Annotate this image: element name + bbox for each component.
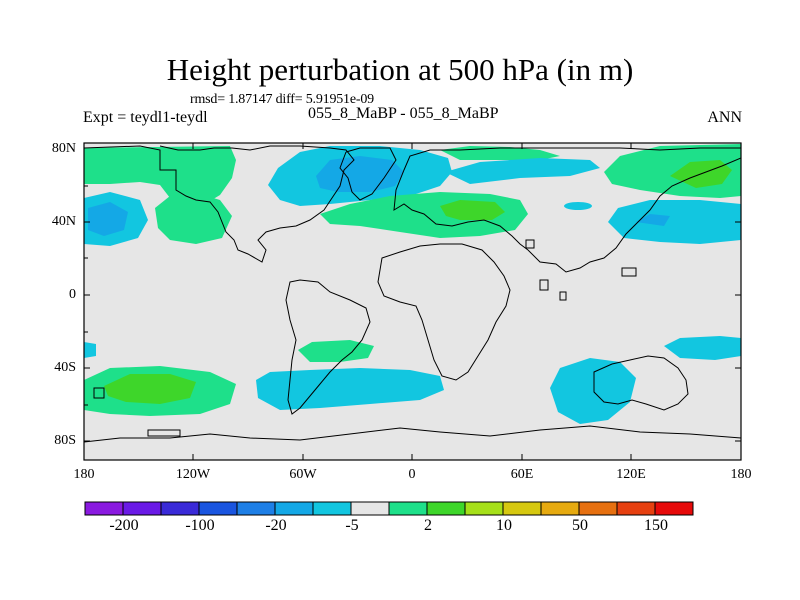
- lat-tick-label: 40S: [54, 360, 76, 375]
- experiment-label: Expt = teydl1-teydl: [83, 109, 208, 126]
- coastline-antarctica: [84, 425, 741, 443]
- negative-anomaly-region: [608, 200, 741, 244]
- negative-anomaly-region: [564, 202, 592, 210]
- colorbar-label: -200: [109, 517, 139, 534]
- lat-tick-label: 80S: [54, 433, 76, 448]
- coastline-north-america: [84, 145, 355, 263]
- plot-title: Height perturbation at 500 hPa (in m): [166, 52, 634, 87]
- colorbar-box: [616, 501, 656, 516]
- positive-anomaly-region: [84, 146, 236, 206]
- colorbar-box: [654, 501, 694, 516]
- rmsd-diff-stats: rmsd= 1.87147 diff= 5.91951e-09: [190, 92, 374, 107]
- colorbar-label: 50: [572, 517, 588, 534]
- positive-anomaly-region: [298, 340, 374, 362]
- colorbar-box: [198, 501, 238, 516]
- negative-anomaly-region: [84, 342, 96, 358]
- negative-anomaly-core: [88, 202, 128, 236]
- colorbar-label: -20: [265, 517, 287, 534]
- lon-tick-label: 180: [730, 467, 752, 482]
- colorbar-box: [464, 501, 504, 516]
- colorbar-label: -5: [345, 517, 359, 534]
- colorbar-box: [160, 501, 200, 516]
- colorbar-box: [312, 501, 352, 516]
- negative-anomaly-region: [445, 158, 600, 184]
- colorbar-box: [502, 501, 542, 516]
- case-label: 055_8_MaBP - 055_8_MaBP: [308, 105, 499, 122]
- lat-tick-label: 80N: [51, 141, 76, 156]
- coastlines: [84, 145, 741, 443]
- positive-anomaly-core: [440, 200, 505, 220]
- colorbar: [84, 501, 694, 516]
- coastline-greenland: [339, 147, 397, 201]
- lat-tick-label: 0: [69, 287, 76, 302]
- contour-field: [84, 144, 741, 424]
- colorbar-box: [236, 501, 276, 516]
- colorbar-box: [540, 501, 580, 516]
- colorbar-box: [426, 501, 466, 516]
- lon-tick-label: 120E: [616, 467, 646, 482]
- lat-tick-label: 40N: [51, 214, 76, 229]
- axis-ticks: [83, 142, 742, 460]
- negative-anomaly-region: [550, 358, 636, 424]
- colorbar-label: -100: [185, 517, 215, 534]
- positive-anomaly-core: [104, 374, 196, 404]
- season-label: ANN: [707, 109, 742, 126]
- colorbar-box: [122, 501, 162, 516]
- colorbar-label: 10: [496, 517, 512, 534]
- negative-anomaly-region: [256, 368, 444, 410]
- coastline-africa: [377, 243, 511, 381]
- colorbar-label: 150: [644, 517, 668, 534]
- negative-anomaly-region: [664, 336, 741, 360]
- negative-anomaly-core: [316, 156, 404, 192]
- lon-tick-label: 120W: [175, 467, 211, 482]
- coastline-south-america: [285, 279, 371, 415]
- coastline-islands: [93, 239, 637, 437]
- colorbar-box: [84, 501, 124, 516]
- negative-anomaly-core: [636, 214, 670, 226]
- colorbar-box: [578, 501, 618, 516]
- colorbar-box: [388, 501, 428, 516]
- colorbar-box: [350, 501, 390, 516]
- positive-anomaly-region: [155, 194, 232, 244]
- lon-tick-label: 180: [73, 467, 95, 482]
- lon-tick-label: 60E: [510, 467, 534, 482]
- colorbar-box: [274, 501, 314, 516]
- colorbar-label: 2: [424, 517, 432, 534]
- coastline-europe-asia: [393, 147, 741, 273]
- lon-tick-label: 0: [408, 467, 416, 482]
- lon-tick-label: 60W: [289, 467, 317, 482]
- coastline-australia: [593, 355, 689, 411]
